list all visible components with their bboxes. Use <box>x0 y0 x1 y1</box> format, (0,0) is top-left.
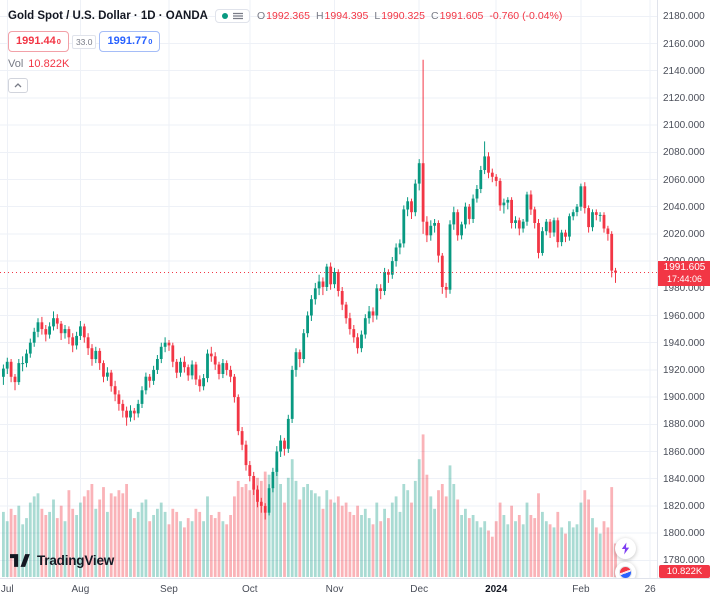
legend-source-toggle[interactable] <box>214 9 250 23</box>
price-axis-label: 2160.000 <box>663 38 705 50</box>
quick-action-button[interactable] <box>615 538 636 559</box>
high-value: 1994.395 <box>324 10 369 22</box>
buy-button[interactable]: 1991.77 0 <box>99 31 161 52</box>
price-axis-label: 2060.000 <box>663 174 705 186</box>
low-label: L <box>374 10 381 22</box>
price-axis-label: 1920.000 <box>663 364 705 376</box>
volume-legend: Vol 10.822K <box>8 58 562 70</box>
low-value: 1990.325 <box>381 10 425 22</box>
grid <box>0 0 657 578</box>
legend-menu-icon[interactable] <box>232 12 243 20</box>
price-axis-label: 2080.000 <box>663 147 705 159</box>
price-axis-label: 1780.000 <box>663 555 705 567</box>
reactions-button[interactable] <box>615 562 636 578</box>
price-axis-label: 1940.000 <box>663 337 705 349</box>
current-price-value: 1991.605 <box>663 261 706 273</box>
lightning-icon <box>621 542 630 555</box>
open-value: 1992.365 <box>266 10 310 22</box>
price-axis-label: 2040.000 <box>663 201 705 213</box>
price-axis[interactable]: 1991.605 17:44:06 10.822K 2180.000 2160.0… <box>657 0 710 578</box>
legend: Gold Spot / U.S. Dollar · 1D · OANDA O 19… <box>8 6 562 93</box>
price-axis-label: 1880.000 <box>663 419 705 431</box>
volume-label: Vol <box>8 58 24 70</box>
volume-value: 10.822K <box>28 58 70 70</box>
time-axis-label: Oct <box>242 584 258 595</box>
candlestick-series <box>2 59 617 520</box>
price-axis-label: 1900.000 <box>663 392 705 404</box>
time-axis-label: 2024 <box>485 584 508 595</box>
time-axis[interactable]: Jul Aug Sep Oct Nov Dec 2024 Feb 26 <box>0 578 710 600</box>
time-axis-label: 26 <box>644 584 656 595</box>
time-axis-label: Jul <box>0 584 14 595</box>
trade-buttons: 1991.44 0 33.0 1991.77 0 <box>8 31 562 52</box>
time-axis-label: Feb <box>572 584 590 595</box>
price-axis-label: 1840.000 <box>663 473 705 485</box>
change-value: -0.760 (-0.04%) <box>489 10 563 22</box>
price-axis-label: 1800.000 <box>663 528 705 540</box>
volume-series <box>2 434 617 577</box>
spread-value: 33.0 <box>71 34 97 49</box>
price-axis-label: 1980.000 <box>663 283 705 295</box>
collapse-pane-button[interactable] <box>8 78 28 93</box>
close-value: 1991.605 <box>439 10 484 22</box>
bar-countdown: 17:44:06 <box>666 273 703 284</box>
price-axis-label: 2020.000 <box>663 228 705 240</box>
chart-pane[interactable]: Gold Spot / U.S. Dollar · 1D · OANDA O 19… <box>0 0 657 578</box>
sell-button[interactable]: 1991.44 0 <box>8 31 69 52</box>
price-axis-label: 2140.000 <box>663 65 705 77</box>
time-axis-label: Sep <box>160 584 178 595</box>
chevron-up-icon <box>14 83 22 88</box>
close-label: C <box>430 10 439 22</box>
tradingview-logo-text: TradingView <box>37 553 115 568</box>
time-axis-label: Aug <box>71 584 90 595</box>
market-status-icon <box>221 13 228 19</box>
ohlc-values: O 1992.365 H 1994.395 L 1990.325 C 1991.605 … <box>257 10 562 22</box>
tradingview-logo[interactable]: TradingView <box>10 553 114 568</box>
price-axis-label: 1860.000 <box>663 446 705 458</box>
symbol-title[interactable]: Gold Spot / U.S. Dollar · 1D · OANDA <box>8 10 208 22</box>
current-price-badge: 1991.605 17:44:06 <box>658 260 710 286</box>
open-label: O <box>256 10 266 22</box>
price-axis-label: 2120.000 <box>663 92 705 104</box>
volume-axis-badge: 10.822K <box>659 565 710 578</box>
price-axis-label: 1820.000 <box>663 500 705 512</box>
price-axis-label: 2100.000 <box>663 120 705 132</box>
price-axis-label: 2180.000 <box>663 11 705 23</box>
price-axis-label: 1960.000 <box>663 310 705 322</box>
time-axis-label: Dec <box>410 584 429 595</box>
high-label: H <box>315 10 324 22</box>
chart-canvas[interactable] <box>0 0 657 578</box>
time-axis-label: Nov <box>325 584 344 595</box>
mood-icon <box>619 566 632 578</box>
tradingview-logo-icon <box>10 554 30 567</box>
